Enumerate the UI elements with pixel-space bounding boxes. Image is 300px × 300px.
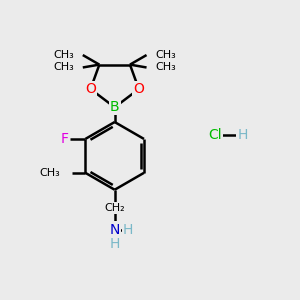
Text: N: N (110, 223, 120, 236)
Text: CH₃: CH₃ (155, 62, 176, 73)
Text: CH₃: CH₃ (53, 50, 74, 60)
Text: H: H (110, 237, 120, 251)
Text: F: F (61, 132, 69, 146)
Text: Cl: Cl (208, 128, 222, 142)
Text: CH₃: CH₃ (53, 62, 74, 73)
Text: O: O (85, 82, 96, 96)
Text: H: H (238, 128, 248, 142)
Text: CH₃: CH₃ (155, 50, 176, 60)
Text: H: H (123, 223, 133, 236)
Text: CH₃: CH₃ (39, 168, 60, 178)
Text: CH₂: CH₂ (104, 203, 125, 213)
Text: B: B (110, 100, 119, 114)
Text: O: O (134, 82, 144, 96)
